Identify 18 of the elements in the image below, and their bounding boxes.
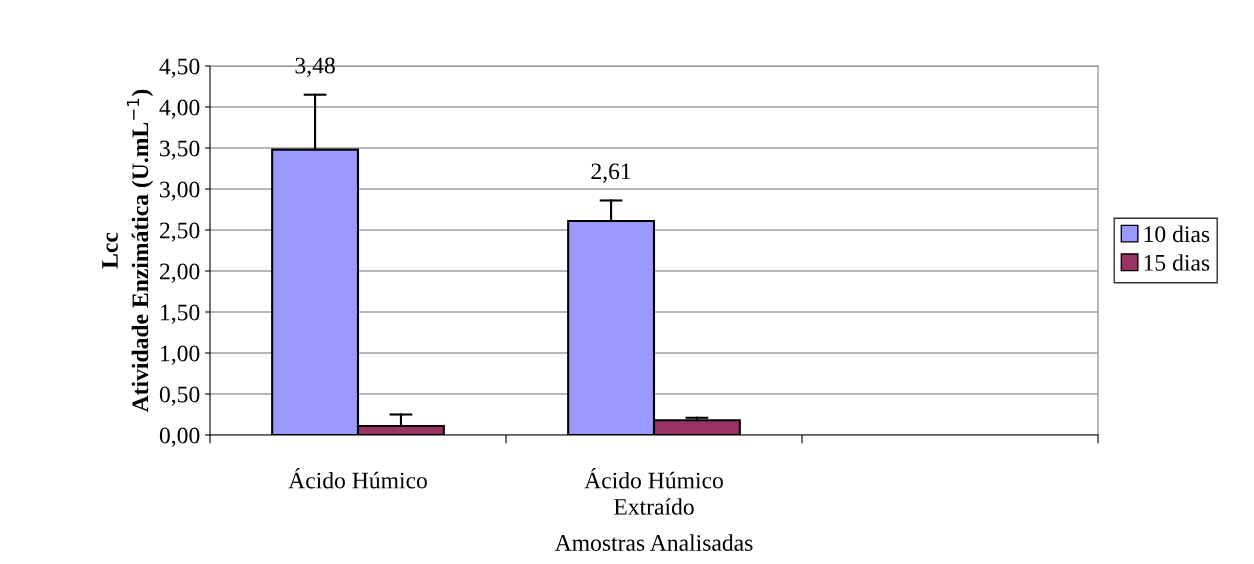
- x-tick-label: Ácido Húmico: [288, 468, 427, 489]
- x-axis-title: Amostras Analisadas: [554, 534, 753, 551]
- y-axis-title: Lcc Atividade Enzimática (U.mL$^{−1}$): [102, 89, 154, 413]
- y-tick-label: 1,50: [161, 304, 200, 324]
- x-tick-label: Ácido Húmico Extraído: [584, 468, 723, 515]
- data-label: 2,61: [591, 163, 631, 183]
- y-tick-label: 4,00: [159, 99, 200, 119]
- data-label: 3,48: [295, 57, 335, 77]
- legend-label: 15 dias: [1144, 254, 1210, 271]
- y-tick-label: 0,50: [159, 386, 200, 406]
- y-tick-label: 2,50: [160, 222, 200, 242]
- y-tick-label: 1,00: [161, 345, 200, 365]
- y-tick-label: 2,00: [160, 263, 200, 283]
- y-tick-label: 3,50: [160, 140, 200, 160]
- legend-label: 10 dias: [1144, 225, 1210, 243]
- y-tick-label: 0,00: [159, 427, 200, 447]
- y-tick-label: 3,00: [160, 181, 200, 201]
- y-tick-label: 4,50: [159, 58, 200, 78]
